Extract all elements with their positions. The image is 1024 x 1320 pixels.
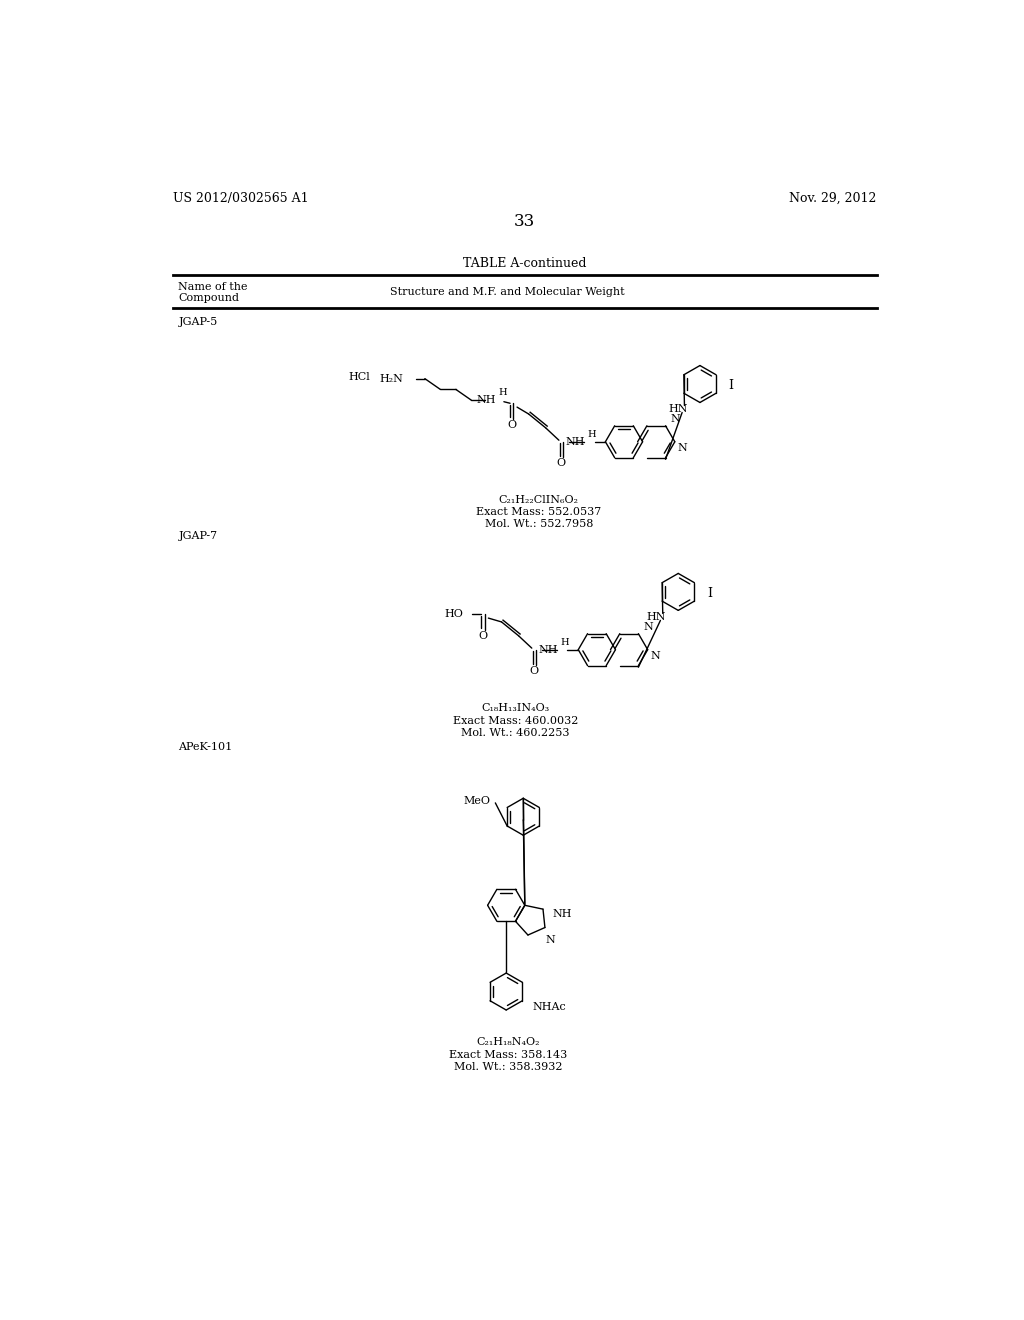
Text: N: N [643, 622, 652, 631]
Text: C₂₁H₂₂ClIN₆O₂: C₂₁H₂₂ClIN₆O₂ [499, 495, 579, 504]
Text: 33: 33 [514, 213, 536, 230]
Text: US 2012/0302565 A1: US 2012/0302565 A1 [173, 191, 308, 205]
Text: H: H [498, 388, 507, 397]
Text: NHAc: NHAc [532, 1002, 566, 1012]
Text: I: I [707, 587, 712, 601]
Text: TABLE A-continued: TABLE A-continued [463, 256, 587, 269]
Text: APeK-101: APeK-101 [178, 742, 232, 752]
Text: I: I [729, 379, 733, 392]
Text: O: O [507, 420, 516, 430]
Text: HO: HO [444, 610, 463, 619]
Text: O: O [557, 458, 566, 469]
Text: H: H [560, 639, 568, 647]
Text: HCl: HCl [349, 372, 371, 381]
Text: C₁₈H₁₃IN₄O₃: C₁₈H₁₃IN₄O₃ [481, 704, 550, 713]
Text: Mol. Wt.: 460.2253: Mol. Wt.: 460.2253 [461, 727, 569, 738]
Text: O: O [478, 631, 487, 640]
Text: Name of the: Name of the [178, 282, 248, 292]
Text: Nov. 29, 2012: Nov. 29, 2012 [790, 191, 877, 205]
Text: Exact Mass: 552.0537: Exact Mass: 552.0537 [476, 507, 601, 517]
Text: NH: NH [565, 437, 586, 446]
Text: O: O [529, 667, 539, 676]
Text: Mol. Wt.: 358.3932: Mol. Wt.: 358.3932 [454, 1063, 562, 1072]
Text: Exact Mass: 358.143: Exact Mass: 358.143 [449, 1049, 567, 1060]
Text: JGAP-5: JGAP-5 [178, 317, 218, 326]
Text: N: N [545, 935, 555, 945]
Text: JGAP-7: JGAP-7 [178, 531, 217, 541]
Text: NH: NH [476, 395, 496, 405]
Text: NH: NH [553, 908, 572, 919]
Text: Compound: Compound [178, 293, 240, 302]
Text: MeO: MeO [464, 796, 490, 807]
Text: N: N [651, 651, 660, 661]
Text: Mol. Wt.: 552.7958: Mol. Wt.: 552.7958 [484, 519, 593, 529]
Text: N: N [670, 413, 680, 424]
Text: Structure and M.F. and Molecular Weight: Structure and M.F. and Molecular Weight [390, 288, 625, 297]
Text: Exact Mass: 460.0032: Exact Mass: 460.0032 [453, 715, 579, 726]
Text: HN: HN [669, 404, 688, 413]
Text: H₂N: H₂N [379, 374, 403, 384]
Text: HN: HN [647, 611, 667, 622]
Text: C₂₁H₁₈N₄O₂: C₂₁H₁₈N₄O₂ [476, 1038, 540, 1047]
Text: H: H [587, 430, 596, 440]
Text: N: N [678, 444, 688, 453]
Text: NH: NH [539, 644, 558, 655]
